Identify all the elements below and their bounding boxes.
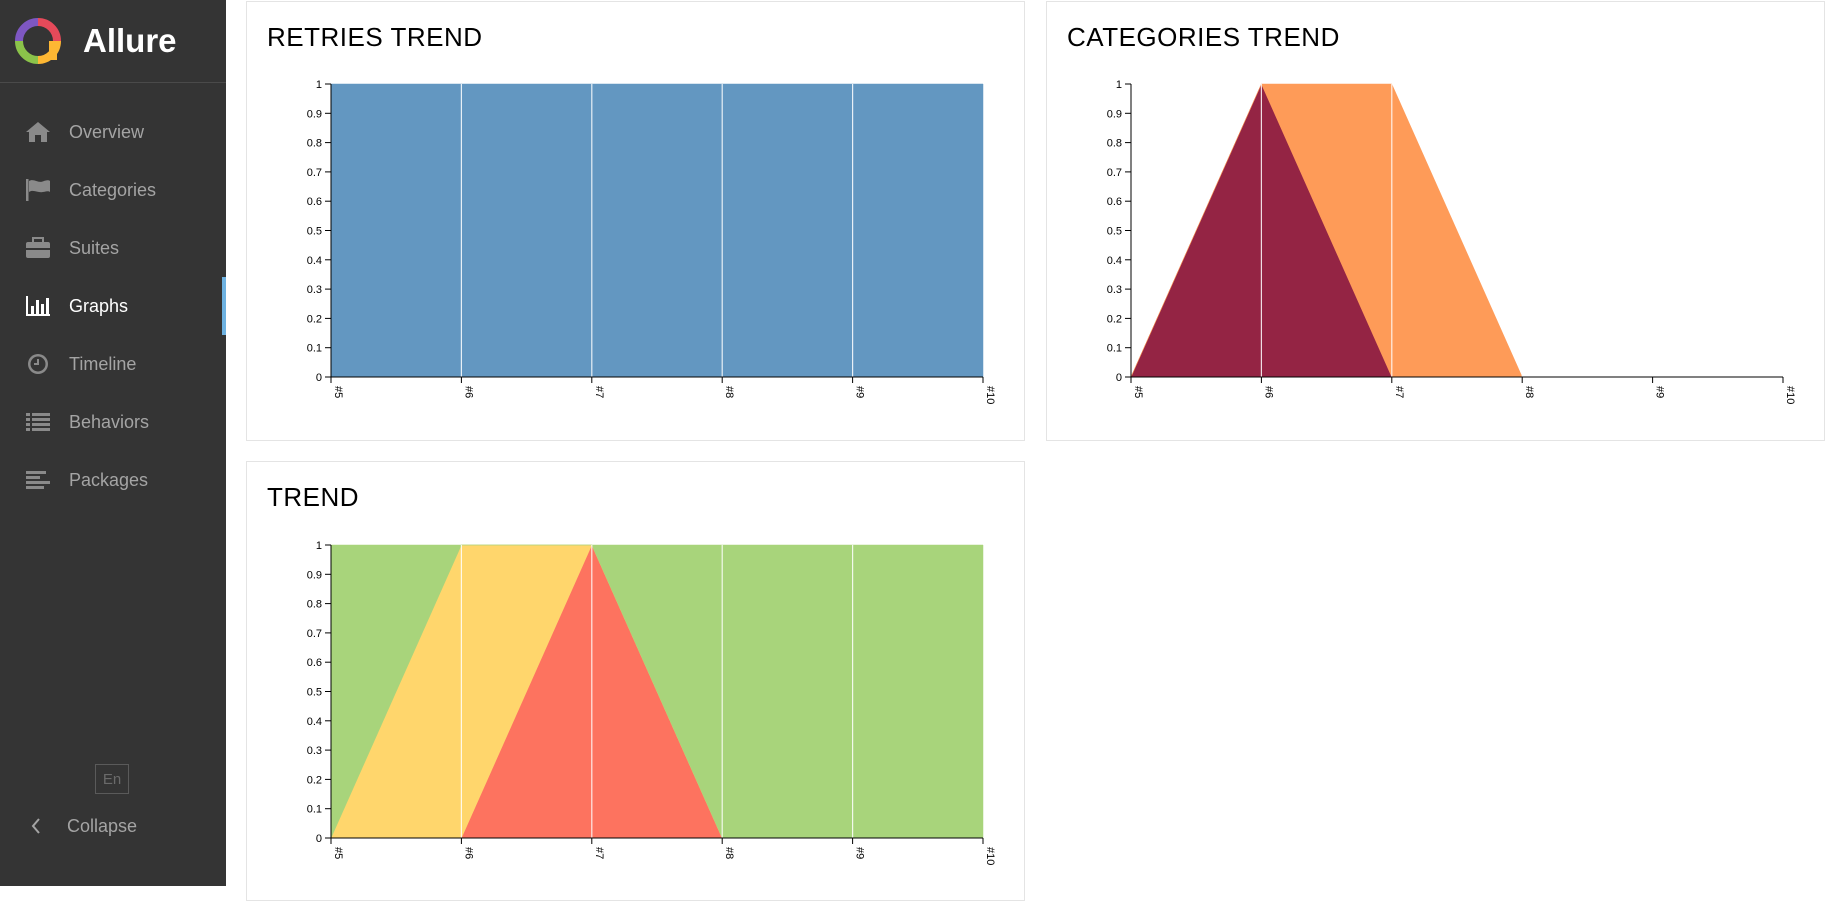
y-tick-label: 0.5: [1107, 226, 1122, 238]
y-tick-label: 0.3: [307, 284, 322, 296]
x-tick-label: #7: [1393, 386, 1405, 398]
sidebar-item-packages[interactable]: Packages: [0, 451, 226, 509]
sidebar-item-label: Categories: [69, 179, 157, 200]
y-tick-label: 1: [316, 79, 322, 91]
sidebar-item-graphs[interactable]: Graphs: [0, 277, 226, 335]
y-tick-label: 0.7: [1107, 167, 1122, 179]
sidebar: Allure Overview Categories Suites Graphs: [0, 0, 226, 886]
x-tick-label: #8: [723, 847, 735, 859]
y-tick-label: 0.2: [1107, 313, 1122, 325]
x-tick-label: #5: [1132, 386, 1144, 398]
x-tick-label: #9: [854, 386, 866, 398]
x-tick-label: #6: [462, 847, 474, 859]
flag-icon: [22, 177, 54, 203]
x-tick-label: #6: [1262, 386, 1274, 398]
y-tick-label: 0.5: [307, 687, 322, 699]
y-tick-label: 0.2: [307, 313, 322, 325]
area-series-0: [330, 83, 984, 378]
y-tick-label: 0: [1116, 372, 1122, 384]
clock-icon: [22, 351, 54, 377]
categories-trend-chart: 0 0.1 0.2 0.3 0.4 0.5 0.6 0.7 0.8 0.9 1 #5 #6 #7 #8 #9 #…: [1107, 79, 1796, 404]
x-tick-label: #5: [332, 847, 344, 859]
y-tick-label: 0.4: [307, 716, 322, 728]
align-left-icon: [22, 467, 54, 493]
app-name: Allure: [83, 22, 177, 59]
y-tick-label: 1: [316, 540, 322, 552]
home-icon: [22, 119, 54, 145]
x-tick-label: #8: [723, 386, 735, 398]
sidebar-item-label: Packages: [69, 469, 149, 490]
brand[interactable]: Allure: [0, 0, 226, 83]
collapse-button[interactable]: Collapse: [0, 806, 226, 846]
y-tick-label: 1: [1116, 79, 1122, 91]
y-tick-label: 0.1: [307, 804, 322, 816]
x-tick-label: #9: [854, 847, 866, 859]
x-tick-label: #10: [1784, 386, 1796, 404]
list-icon: [22, 409, 54, 435]
widget-title: CATEGORIES TREND: [1067, 22, 1340, 52]
sidebar-item-label: Suites: [69, 237, 120, 258]
collapse-label: Collapse: [67, 815, 138, 836]
y-tick-label: 0.6: [307, 657, 322, 669]
x-tick-label: #7: [593, 386, 605, 398]
trend-chart: 0 0.1 0.2 0.3 0.4 0.5 0.6 0.7 0.8 0.9 1 #5 #6 #7 #8 #9 #…: [307, 540, 996, 865]
x-tick-label: #10: [984, 847, 996, 865]
y-tick-label: 0.3: [307, 745, 322, 757]
y-tick-label: 0.5: [307, 226, 322, 238]
y-tick-label: 0: [316, 372, 322, 384]
y-tick-label: 0.7: [307, 628, 322, 640]
sidebar-item-timeline[interactable]: Timeline: [0, 335, 226, 393]
x-tick-label: #6: [462, 386, 474, 398]
retries-trend-chart: 0 0.1 0.2 0.3 0.4 0.5 0.6 0.7 0.8 0.9 1 #5 #6 #7 #8 #9 #…: [307, 79, 996, 404]
y-tick-label: 0.7: [307, 167, 322, 179]
y-tick-label: 0.1: [1107, 343, 1122, 355]
y-tick-label: 0.9: [307, 569, 322, 581]
x-tick-label: #7: [593, 847, 605, 859]
y-tick-label: 0.9: [307, 108, 322, 120]
x-tick-label: #8: [1523, 386, 1535, 398]
y-tick-label: 0.8: [1107, 138, 1122, 150]
categories-trend-widget: CATEGORIES TREND 0 0.1 0.2 0.3 0.4 0.5 0.6 0.7 0…: [1046, 1, 1825, 441]
sidebar-item-suites[interactable]: Suites: [0, 219, 226, 277]
y-tick-label: 0.8: [307, 138, 322, 150]
sidebar-item-label: Behaviors: [69, 411, 150, 432]
widget-title: RETRIES TREND: [267, 22, 483, 52]
sidebar-item-label: Timeline: [69, 353, 137, 374]
x-tick-label: #5: [332, 386, 344, 398]
y-tick-label: 0.1: [307, 343, 322, 355]
sidebar-item-categories[interactable]: Categories: [0, 161, 226, 219]
y-tick-label: 0: [316, 833, 322, 845]
x-tick-label: #10: [984, 386, 996, 404]
chevron-left-icon: [20, 816, 52, 836]
trend-widget: TREND 0 0.1 0.2 0.3 0.4 0.5 0.6 0.7 0.8 0.9 1 #5 #6 #…: [246, 461, 1025, 901]
y-tick-label: 0.4: [1107, 255, 1122, 267]
bar-chart-icon: [22, 293, 54, 319]
y-tick-label: 0.3: [1107, 284, 1122, 296]
y-tick-label: 0.4: [307, 255, 322, 267]
allure-logo-icon: [15, 18, 61, 64]
sidebar-item-label: Graphs: [69, 295, 129, 316]
sidebar-item-overview[interactable]: Overview: [0, 103, 226, 161]
sidebar-item-label: Overview: [69, 121, 145, 142]
y-tick-label: 0.8: [307, 599, 322, 611]
y-tick-label: 0.2: [307, 774, 322, 786]
sidebar-item-behaviors[interactable]: Behaviors: [0, 393, 226, 451]
widget-title: TREND: [267, 482, 360, 512]
x-tick-label: #9: [1654, 386, 1666, 398]
retries-trend-widget: RETRIES TREND 0 0.1 0.2 0.3 0.4 0.5 0.6 0.7 0.8 0…: [246, 1, 1025, 441]
sidebar-nav: Overview Categories Suites Graphs Timeli…: [0, 103, 226, 509]
y-tick-label: 0.9: [1107, 108, 1122, 120]
area-series-1: [1130, 83, 1783, 378]
y-tick-label: 0.6: [307, 196, 322, 208]
briefcase-icon: [22, 235, 54, 261]
y-tick-label: 0.6: [1107, 196, 1122, 208]
language-button[interactable]: En: [95, 764, 129, 794]
